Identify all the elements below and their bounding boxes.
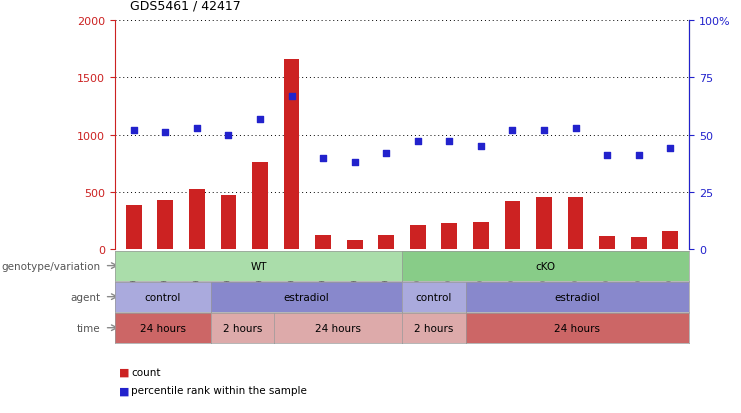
Text: ■: ■	[119, 385, 129, 395]
Point	[601, 152, 613, 159]
Bar	[221, 196, 236, 250]
Bar	[157, 201, 173, 250]
Text: 2 hours: 2 hours	[223, 323, 262, 333]
Text: WT: WT	[250, 261, 267, 271]
Text: estradiol: estradiol	[283, 292, 329, 302]
Text: estradiol: estradiol	[554, 292, 600, 302]
Point	[128, 127, 140, 134]
Bar	[315, 235, 331, 250]
Text: 24 hours: 24 hours	[140, 323, 186, 333]
Text: genotype/variation: genotype/variation	[1, 261, 100, 271]
Bar	[473, 222, 489, 250]
Point	[285, 93, 297, 100]
Bar	[379, 235, 394, 250]
Bar	[505, 202, 520, 250]
Bar	[442, 223, 457, 250]
Point	[222, 132, 234, 139]
Bar	[631, 237, 647, 250]
Text: control: control	[416, 292, 452, 302]
Point	[317, 155, 329, 161]
Text: percentile rank within the sample: percentile rank within the sample	[131, 385, 307, 395]
Text: 2 hours: 2 hours	[414, 323, 453, 333]
Bar	[189, 189, 205, 250]
Bar	[568, 197, 583, 250]
Point	[664, 146, 676, 152]
Point	[507, 127, 519, 134]
Text: control: control	[144, 292, 181, 302]
Point	[538, 127, 550, 134]
Text: GDS5461 / 42417: GDS5461 / 42417	[130, 0, 240, 12]
Text: 24 hours: 24 hours	[554, 323, 600, 333]
Text: 24 hours: 24 hours	[315, 323, 361, 333]
Point	[254, 116, 266, 123]
Point	[349, 159, 361, 166]
Point	[443, 139, 455, 145]
Point	[159, 130, 171, 136]
Point	[412, 139, 424, 145]
Point	[380, 150, 392, 157]
Text: count: count	[131, 367, 161, 377]
Bar	[662, 232, 678, 250]
Text: agent: agent	[70, 292, 100, 302]
Point	[191, 125, 203, 132]
Bar	[126, 205, 142, 250]
Bar	[410, 226, 425, 250]
Bar	[284, 59, 299, 250]
Text: ■: ■	[119, 367, 129, 377]
Point	[570, 125, 582, 132]
Bar	[252, 163, 268, 250]
Text: cKO: cKO	[536, 261, 556, 271]
Bar	[347, 241, 362, 250]
Text: time: time	[76, 323, 100, 333]
Bar	[599, 236, 615, 250]
Point	[475, 143, 487, 150]
Point	[633, 152, 645, 159]
Bar	[536, 197, 552, 250]
